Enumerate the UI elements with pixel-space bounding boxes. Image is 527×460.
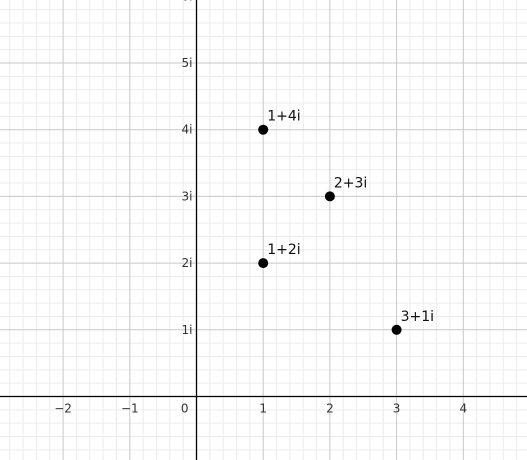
tick-labels: 3−2−1123401i2i3i4i5i6i: [0, 0, 467, 416]
x-tick-label: 4: [459, 402, 467, 416]
y-tick-label: 5i: [182, 56, 193, 70]
origin-label: 0: [181, 402, 189, 416]
y-tick-label: 3i: [182, 189, 193, 203]
x-tick-label: −2: [54, 402, 72, 416]
data-point-label: 2+3i: [334, 175, 367, 191]
data-point: [324, 191, 335, 202]
y-tick-label: 2i: [182, 256, 193, 270]
data-point-label: 1+4i: [267, 109, 300, 125]
data-point-label: 1+2i: [267, 242, 300, 258]
y-tick-label: 1i: [182, 323, 193, 337]
data-point: [391, 324, 402, 335]
data-point: [258, 258, 269, 269]
y-tick-label: 6i: [182, 0, 193, 3]
data-points: 1+4i 2+3i 1+2i 3+1i: [258, 109, 434, 335]
x-tick-label: −1: [121, 402, 139, 416]
x-tick-label: 3: [393, 402, 401, 416]
data-point: [258, 124, 269, 135]
x-tick-label: 2: [326, 402, 334, 416]
x-tick-label: 1: [259, 402, 267, 416]
y-tick-label: 4i: [182, 123, 193, 137]
data-point-label: 3+1i: [401, 309, 434, 325]
